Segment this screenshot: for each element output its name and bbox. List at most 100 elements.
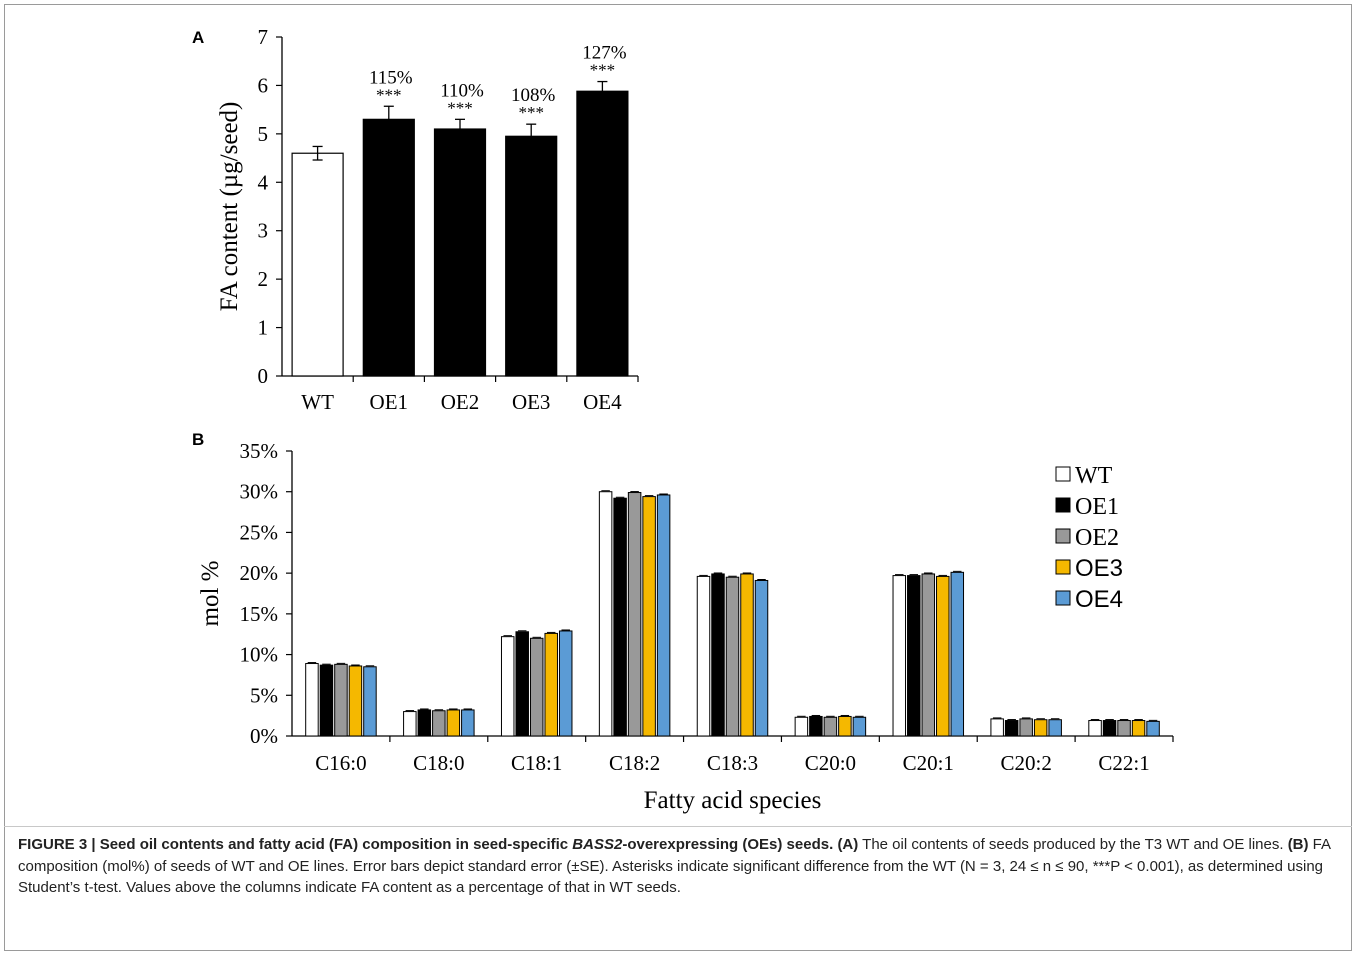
bar-oe4 (1048, 719, 1062, 737)
y-tick-label-a: 1 (258, 316, 269, 340)
bar-oe4 (558, 630, 573, 737)
bar-oe3 (544, 632, 558, 737)
bar-oe1 (907, 575, 921, 737)
bar-oe4 (852, 716, 867, 737)
figure-caption: FIGURE 3 | Seed oil contents and fatty a… (18, 836, 1331, 896)
x-tick-label-b: C20:2 (1000, 751, 1051, 775)
bar-oe3 (740, 573, 754, 737)
bar-oe4 (1146, 720, 1160, 737)
x-tick-label-b: C20:0 (805, 751, 856, 775)
y-tick-label-b: 35% (240, 439, 279, 463)
x-tick-label-a: WT (301, 390, 334, 414)
bar-wt (291, 152, 344, 377)
bar-oe2 (823, 716, 838, 737)
bar-wt (1088, 720, 1102, 737)
bar-oe4 (656, 494, 671, 737)
x-tick-label-b: C18:1 (511, 751, 562, 775)
y-tick-label-b: 10% (240, 643, 279, 667)
bar-oe3 (505, 135, 558, 377)
x-tick-label-b: C20:1 (903, 751, 954, 775)
bar-oe3 (446, 709, 461, 737)
bar-oe1 (711, 573, 725, 737)
y-tick-label-a: 5 (258, 122, 269, 146)
bar-oe1 (1004, 720, 1019, 737)
significance-label: *** (590, 61, 616, 80)
significance-label: *** (376, 85, 402, 104)
y-tick-label-b: 25% (240, 520, 279, 544)
legend-swatch-wt (1055, 466, 1071, 482)
legend-swatch-oe2 (1055, 528, 1071, 544)
y-tick-label-a: 3 (258, 219, 269, 243)
legend-label-wt: WT (1075, 463, 1113, 489)
bar-oe1 (809, 715, 823, 737)
bar-wt (500, 636, 515, 737)
y-tick-label-b: 5% (250, 683, 278, 707)
legend-swatch-oe3 (1055, 559, 1071, 575)
x-tick-label-a: OE1 (370, 390, 409, 414)
figure-frame (4, 4, 1352, 951)
legend-label-oe3: OE3 (1075, 555, 1123, 582)
x-tick-label-a: OE3 (512, 390, 551, 414)
y-axis-label-b: mol % (197, 561, 224, 627)
bar-oe2 (1117, 720, 1131, 737)
bar-oe4 (754, 579, 769, 737)
bar-wt (794, 716, 809, 737)
legend-swatch-oe4 (1055, 590, 1071, 606)
bar-oe4 (950, 571, 965, 737)
caption-title: FIGURE 3 | Seed oil contents and fatty a… (18, 836, 834, 853)
y-tick-label-a: 2 (258, 267, 269, 291)
x-tick-label-a: OE2 (441, 390, 480, 414)
y-axis-label-a: FA content (µg/seed) (216, 102, 243, 312)
bar-oe3 (1033, 719, 1048, 737)
bar-oe2 (432, 710, 446, 737)
bar-oe3 (348, 665, 363, 737)
bar-oe1 (613, 497, 627, 737)
bar-wt (598, 491, 613, 737)
bar-wt (305, 663, 319, 737)
bar-oe2 (529, 637, 544, 737)
x-tick-label-a: OE4 (583, 390, 622, 414)
bar-oe3 (838, 715, 852, 737)
x-tick-label-b: C22:1 (1098, 751, 1149, 775)
legend-swatch-oe1 (1055, 497, 1071, 513)
y-tick-label-a: 4 (258, 170, 269, 194)
percent-label: 110% (440, 80, 484, 101)
x-tick-label-b: C18:2 (609, 751, 660, 775)
bar-wt (990, 718, 1004, 737)
x-axis-label-b: Fatty acid species (644, 787, 822, 814)
y-tick-label-b: 15% (240, 602, 279, 626)
significance-label: *** (518, 103, 544, 122)
bar-oe2 (433, 128, 487, 377)
bar-oe1 (1102, 720, 1117, 737)
x-tick-label-b: C16:0 (315, 751, 366, 775)
bar-oe3 (1131, 720, 1146, 737)
y-tick-label-a: 0 (258, 364, 269, 388)
bar-wt (892, 575, 907, 737)
bar-oe2 (921, 573, 936, 737)
legend-label-oe2: OE2 (1075, 525, 1119, 551)
bar-wt (403, 711, 417, 737)
panel-label-b: B (192, 430, 204, 449)
percent-label: 127% (582, 43, 627, 64)
bar-oe3 (642, 496, 656, 737)
y-tick-label-b: 20% (240, 561, 279, 585)
y-tick-label-b: 0% (250, 724, 278, 748)
bar-oe4 (576, 90, 629, 377)
bar-oe3 (936, 575, 950, 737)
y-tick-label-b: 30% (240, 480, 279, 504)
bar-oe2 (334, 663, 348, 737)
bar-oe4 (363, 666, 377, 737)
bar-oe2 (725, 576, 740, 737)
bar-oe1 (319, 664, 334, 737)
bar-oe1 (515, 631, 529, 737)
bar-oe2 (627, 492, 642, 737)
bar-oe4 (461, 709, 475, 737)
percent-label: 115% (369, 67, 413, 88)
bar-wt (696, 575, 711, 737)
x-tick-label-b: C18:3 (707, 751, 758, 775)
panel-label-a: A (192, 28, 204, 47)
legend-label-oe1: OE1 (1075, 494, 1119, 520)
legend-label-oe4: OE4 (1075, 586, 1123, 613)
y-tick-label-a: 7 (258, 25, 269, 49)
y-tick-label-a: 6 (258, 73, 269, 97)
